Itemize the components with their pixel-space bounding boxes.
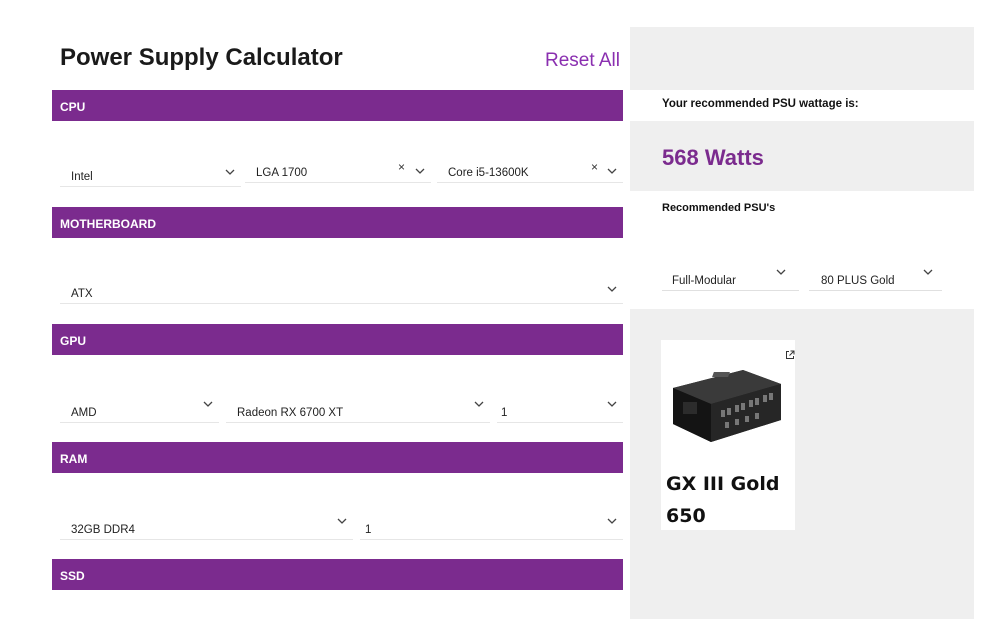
external-link-icon[interactable] <box>785 350 795 360</box>
chevron-down-icon <box>607 168 617 174</box>
ram-type-select[interactable]: 32GB DDR4 <box>60 515 353 540</box>
gpu-model-value: Radeon RX 6700 XT <box>237 407 344 419</box>
recommended-wattage-label: Your recommended PSU wattage is: <box>662 98 859 110</box>
modularity-filter-select[interactable]: Full-Modular <box>662 266 799 291</box>
motherboard-form-factor-value: ATX <box>71 288 93 300</box>
clear-icon[interactable]: × <box>591 160 599 174</box>
chevron-down-icon <box>337 518 347 524</box>
ram-quantity-value: 1 <box>365 524 372 536</box>
motherboard-section-header: MOTHERBOARD <box>52 207 623 238</box>
psu-product-image <box>673 370 781 442</box>
gpu-model-select[interactable]: Radeon RX 6700 XT <box>226 398 490 423</box>
cpu-section-header: CPU <box>52 90 623 121</box>
chevron-down-icon <box>607 286 617 292</box>
product-card[interactable]: GX III Gold 650 <box>661 340 795 530</box>
gpu-section-header: GPU <box>52 324 623 355</box>
cpu-model-value: Core i5-13600K <box>448 167 529 179</box>
cpu-brand-select[interactable]: Intel <box>60 162 241 187</box>
gpu-quantity-value: 1 <box>501 407 508 419</box>
modularity-filter-value: Full-Modular <box>672 275 736 287</box>
cpu-socket-select[interactable]: LGA 1700 × <box>245 158 431 183</box>
ram-quantity-select[interactable]: 1 <box>360 515 623 540</box>
chevron-down-icon <box>474 401 484 407</box>
chevron-down-icon <box>923 269 933 275</box>
reset-all-link[interactable]: Reset All <box>545 50 620 71</box>
chevron-down-icon <box>225 169 235 175</box>
chevron-down-icon <box>607 401 617 407</box>
chevron-down-icon <box>607 518 617 524</box>
recommended-wattage-value: 568 Watts <box>662 145 764 170</box>
clear-icon[interactable]: × <box>398 160 406 174</box>
gpu-brand-select[interactable]: AMD <box>60 398 219 423</box>
page-title: Power Supply Calculator <box>60 44 343 71</box>
gpu-brand-value: AMD <box>71 407 97 419</box>
motherboard-form-factor-select[interactable]: ATX <box>60 279 623 304</box>
chevron-down-icon <box>415 168 425 174</box>
efficiency-filter-value: 80 PLUS Gold <box>821 275 895 287</box>
chevron-down-icon <box>776 269 786 275</box>
cpu-brand-value: Intel <box>71 171 93 183</box>
chevron-down-icon <box>203 401 213 407</box>
cpu-socket-value: LGA 1700 <box>256 167 308 179</box>
gpu-quantity-select[interactable]: 1 <box>497 398 623 423</box>
product-name[interactable]: GX III Gold 650 <box>666 473 780 527</box>
result-label-strip <box>630 90 974 121</box>
ram-type-value: 32GB DDR4 <box>71 524 135 536</box>
cpu-model-select[interactable]: Core i5-13600K × <box>437 158 623 183</box>
ram-section-header: RAM <box>52 442 623 473</box>
ssd-section-header: SSD <box>52 559 623 590</box>
recommended-psus-heading: Recommended PSU's <box>662 202 776 214</box>
efficiency-filter-select[interactable]: 80 PLUS Gold <box>809 266 942 291</box>
